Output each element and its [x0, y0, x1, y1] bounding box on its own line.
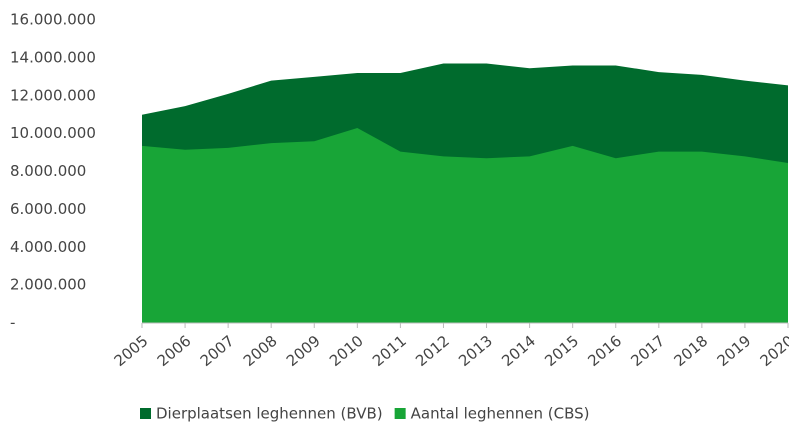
- x-tick-label: 2012: [412, 332, 453, 370]
- x-tick-label: 2018: [671, 332, 712, 370]
- y-tick-label: 16.000.000: [10, 11, 96, 29]
- y-tick-label: 14.000.000: [10, 48, 96, 66]
- area: [142, 127, 788, 323]
- x-tick-label: 2019: [714, 332, 755, 370]
- y-tick-label: 2.000.000: [10, 276, 86, 294]
- legend-label: Dierplaatsen leghennen (BVB): [156, 405, 383, 423]
- x-tick-label: 2005: [111, 332, 152, 370]
- y-tick-label: 4.000.000: [10, 238, 86, 256]
- y-tick-label: 12.000.000: [10, 86, 96, 104]
- x-tick-label: 2020: [757, 332, 789, 370]
- legend-label: Aantal leghennen (CBS): [411, 405, 590, 423]
- x-tick-label: 2014: [498, 332, 539, 370]
- x-tick-label: 2011: [369, 332, 410, 370]
- x-tick-label: 2015: [541, 332, 582, 370]
- y-tick-label: 6.000.000: [10, 200, 86, 218]
- legend-swatch: [394, 408, 406, 419]
- x-tick-label: 2007: [197, 332, 238, 370]
- y-tick-label: -: [10, 314, 15, 332]
- y-tick-label: 8.000.000: [10, 162, 86, 180]
- x-tick-label: 2008: [240, 332, 281, 370]
- x-tick-label: 2009: [283, 332, 324, 370]
- legend-swatch: [140, 408, 151, 419]
- x-tick-label: 2016: [584, 332, 625, 370]
- x-tick-label: 2010: [326, 332, 367, 370]
- y-tick-label: 10.000.000: [10, 124, 96, 142]
- x-tick-label: 2017: [627, 332, 668, 370]
- x-tick-label: 2013: [455, 332, 496, 370]
- x-tick-label: 2006: [154, 332, 195, 370]
